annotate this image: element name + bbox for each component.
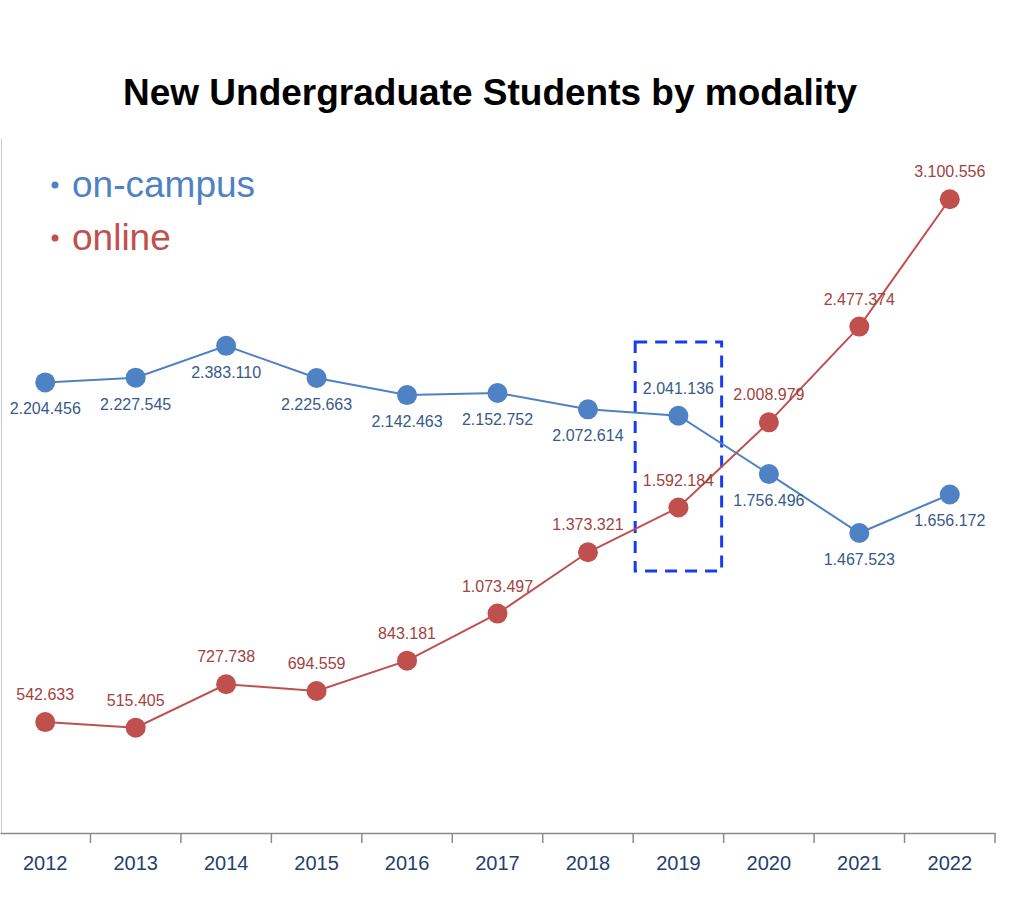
marker [488,383,508,403]
x-axis: 2012 2013 2014 2015 2016 2017 2018 2019 2020 2021… [1,834,996,875]
marker [668,498,688,518]
marker [307,368,327,388]
x-tick-label: 2022 [928,852,973,874]
x-tick: 2016 [385,852,430,874]
marker [849,317,869,337]
x-tick-label: 2019 [656,852,701,874]
marker [578,542,598,562]
x-tick-mark [361,833,363,843]
data-label: 694.559 [288,655,346,672]
data-label: 2.041.136 [643,380,714,397]
legend-marker [52,235,59,242]
legend: on-campus online [52,164,256,258]
marker [488,604,508,624]
marker [216,674,236,694]
x-tick: 2014 [204,852,249,874]
marker [216,336,236,356]
x-tick-mark [180,833,182,843]
x-tick: 2013 [113,852,158,874]
x-axis-line [1,833,996,835]
data-label: 1.592.184 [643,472,714,489]
x-tick: 2021 [837,852,882,874]
marker [126,368,146,388]
legend-label: online [72,217,171,258]
x-tick: 2015 [294,852,339,874]
series-line [45,199,950,727]
marker [668,406,688,426]
x-tick-label: 2012 [23,852,68,874]
legend-marker [52,182,59,189]
marker [759,464,779,484]
data-label: 2.152.752 [462,411,533,428]
data-label: 2.072.614 [552,427,623,444]
y-axis [1,139,2,834]
data-label: 2.477.374 [824,291,895,308]
data-label: 1.756.496 [733,492,804,509]
title: New Undergraduate Students by modality [123,72,857,113]
x-tick-mark [542,833,544,843]
x-tick-mark [632,833,634,843]
data-label: 3.100.556 [914,163,985,180]
x-tick-mark [452,833,454,843]
data-label: 2.008.979 [733,386,804,403]
data-label: 727.738 [197,648,255,665]
marker [849,523,869,543]
marker [759,412,779,432]
data-label: 1.467.523 [824,551,895,568]
marker [940,484,960,504]
x-tick: 2020 [747,852,792,874]
x-tick-mark [271,833,273,843]
chart: New Undergraduate Students by modality 20… [0,0,1024,916]
marker [397,385,417,405]
x-tick: 2018 [566,852,611,874]
marker [126,718,146,738]
data-label: 2.225.663 [281,396,352,413]
marker [307,681,327,701]
x-tick-mark [723,833,725,843]
marker [940,189,960,209]
x-tick-label: 2014 [204,852,249,874]
x-tick: 2022 [928,852,973,874]
data-label: 1.073.497 [462,578,533,595]
x-tick-label: 2017 [475,852,520,874]
y-axis-line [1,139,2,834]
x-tick: 2019 [656,852,701,874]
data-label: 1.656.172 [914,512,985,529]
x-tick-label: 2018 [566,852,611,874]
x-tick: 2017 [475,852,520,874]
marker [35,372,55,392]
plot-area [35,189,960,737]
marker [35,712,55,732]
x-tick-label: 2021 [837,852,882,874]
marker [578,399,598,419]
x-tick-label: 2020 [747,852,792,874]
x-tick-label: 2013 [113,852,158,874]
marker [397,651,417,671]
highlight-box [635,342,721,571]
data-label: 2.142.463 [371,413,442,430]
legend-label: on-campus [72,164,255,205]
x-tick-mark [904,833,906,843]
data-label: 1.373.321 [552,516,623,533]
data-label: 2.383.110 [191,364,261,381]
x-tick: 2012 [23,852,68,874]
x-tick-label: 2015 [294,852,339,874]
x-tick-label: 2016 [385,852,430,874]
x-tick-mark [813,833,815,843]
data-label: 515.405 [107,692,165,709]
data-label: 843.181 [378,625,436,642]
data-label: 2.204.456 [10,400,81,417]
data-label: 542.633 [16,686,74,703]
x-tick-mark [994,833,996,843]
x-tick-mark [90,833,92,843]
data-label: 2.227.545 [100,396,171,413]
